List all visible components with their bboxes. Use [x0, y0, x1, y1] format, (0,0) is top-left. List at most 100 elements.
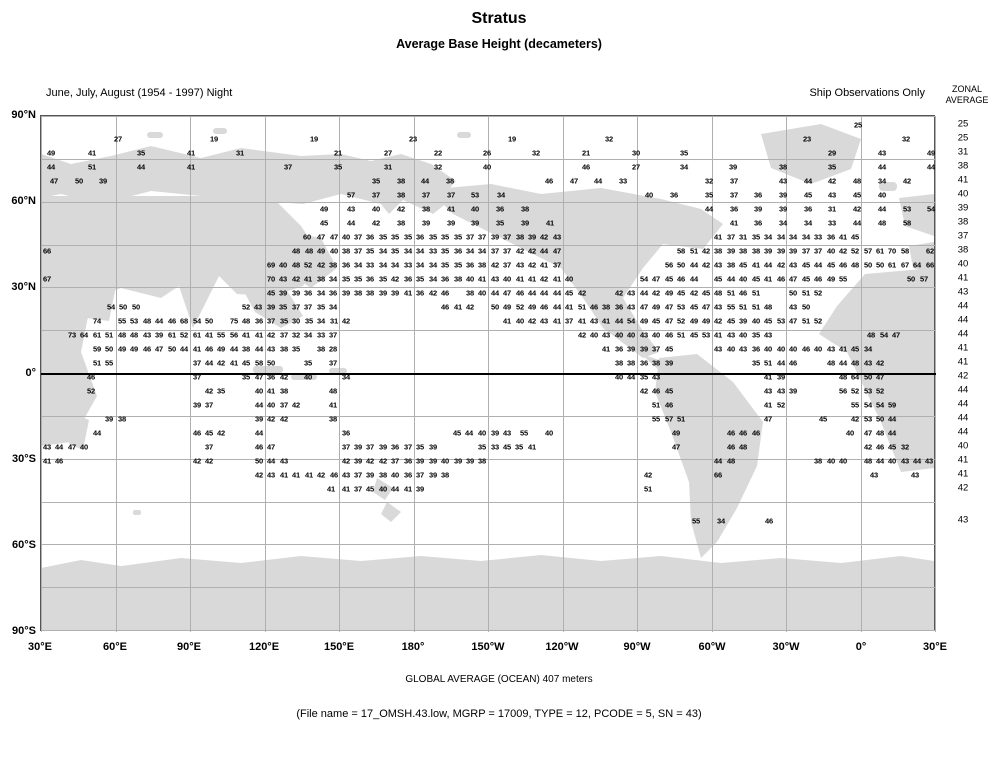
grid-value: 42 — [540, 232, 548, 242]
grid-value: 59 — [888, 400, 896, 410]
grid-value: 39 — [255, 414, 263, 424]
zonal-average-value: 42 — [957, 482, 969, 494]
grid-value: 38 — [602, 302, 610, 312]
zonal-average-value: 25 — [957, 132, 969, 144]
grid-value: 39 — [99, 176, 107, 186]
grid-value: 32 — [434, 162, 442, 172]
grid-value: 41 — [267, 386, 275, 396]
grid-value: 38 — [779, 162, 787, 172]
grid-value: 40 — [888, 456, 896, 466]
grid-value: 35 — [217, 386, 225, 396]
zonal-average-value: 44 — [957, 412, 969, 424]
grid-value: 43 — [714, 260, 722, 270]
grid-value: 39 — [416, 456, 424, 466]
grid-value: 39 — [379, 288, 387, 298]
grid-value: 41 — [329, 400, 337, 410]
grid-value: 48 — [329, 386, 337, 396]
grid-value: 34 — [391, 260, 399, 270]
grid-value: 34 — [416, 260, 424, 270]
grid-value: 42 — [217, 428, 225, 438]
grid-value: 34 — [329, 302, 337, 312]
grid-value: 40 — [739, 274, 747, 284]
grid-value: 38 — [478, 260, 486, 270]
grid-value: 43 — [516, 260, 524, 270]
grid-value: 36 — [404, 470, 412, 480]
grid-value: 43 — [342, 470, 350, 480]
grid-value: 37 — [730, 190, 738, 200]
grid-value: 46 — [582, 162, 590, 172]
grid-value: 37 — [205, 400, 213, 410]
grid-value: 35 — [640, 372, 648, 382]
grid-value: 39 — [447, 218, 455, 228]
grid-value: 73 — [68, 330, 76, 340]
grid-value: 54 — [876, 400, 884, 410]
grid-value: 34 — [878, 176, 886, 186]
grid-value: 42 — [193, 456, 201, 466]
grid-value: 35 — [292, 344, 300, 354]
grid-value: 39 — [521, 218, 529, 228]
grid-value: 36 — [754, 190, 762, 200]
grid-value: 35 — [317, 302, 325, 312]
grid-value: 42 — [690, 288, 698, 298]
grid-value: 37 — [354, 246, 362, 256]
grid-value: 42 — [397, 204, 405, 214]
grid-value: 40 — [827, 246, 835, 256]
zonal-average-value: 41 — [957, 272, 969, 284]
x-axis-tick-label: 150°W — [471, 641, 505, 653]
grid-value: 35 — [752, 330, 760, 340]
grid-value: 49 — [665, 288, 673, 298]
grid-value: 27 — [384, 148, 392, 158]
grid-value: 70 — [888, 246, 896, 256]
grid-value: 39 — [729, 162, 737, 172]
grid-value: 44 — [230, 344, 238, 354]
grid-value: 39 — [429, 470, 437, 480]
grid-value: 46 — [802, 344, 810, 354]
grid-value: 41 — [602, 344, 610, 354]
grid-value: 44 — [615, 316, 623, 326]
grid-value: 47 — [764, 414, 772, 424]
grid-value: 41 — [730, 218, 738, 228]
grid-value: 40 — [627, 330, 635, 340]
grid-value: 38 — [441, 470, 449, 480]
grid-value: 42 — [217, 358, 225, 368]
zonal-average-value: 38 — [957, 244, 969, 256]
grid-value: 48 — [839, 372, 847, 382]
grid-value: 42 — [342, 316, 350, 326]
grid-value: 39 — [155, 330, 163, 340]
grid-value: 46 — [193, 428, 201, 438]
grid-value: 47 — [665, 302, 673, 312]
grid-value: 48 — [864, 456, 872, 466]
grid-value: 37 — [802, 246, 810, 256]
grid-value: 40 — [267, 400, 275, 410]
grid-value: 40 — [839, 456, 847, 466]
grid-value: 64 — [80, 330, 88, 340]
grid-value: 38 — [354, 288, 362, 298]
grid-value: 46 — [516, 288, 524, 298]
grid-value: 51 — [578, 302, 586, 312]
grid-value: 42 — [578, 288, 586, 298]
grid-value: 39 — [416, 484, 424, 494]
grid-value: 45 — [366, 484, 374, 494]
grid-value: 36 — [615, 302, 623, 312]
grid-value: 39 — [391, 288, 399, 298]
grid-value: 40 — [814, 344, 822, 354]
grid-value: 52 — [814, 288, 822, 298]
grid-value: 40 — [516, 316, 524, 326]
grid-value: 46 — [143, 344, 151, 354]
grid-value: 44 — [690, 260, 698, 270]
grid-value: 48 — [764, 302, 772, 312]
grid-value: 41 — [478, 274, 486, 284]
grid-value: 34 — [379, 246, 387, 256]
grid-value: 55 — [727, 302, 735, 312]
grid-value: 30 — [632, 148, 640, 158]
grid-value: 36 — [267, 372, 275, 382]
x-axis-tick-label: 60°W — [698, 641, 726, 653]
grid-value: 39 — [105, 414, 113, 424]
grid-value: 38 — [516, 232, 524, 242]
grid-value: 46 — [752, 428, 760, 438]
grid-value: 45 — [665, 274, 673, 284]
grid-value: 35 — [478, 442, 486, 452]
grid-value: 51 — [677, 330, 685, 340]
grid-value: 40 — [777, 344, 785, 354]
grid-value: 48 — [130, 330, 138, 340]
